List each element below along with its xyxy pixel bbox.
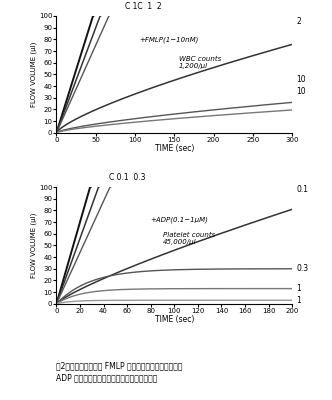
Text: 1: 1 [296, 284, 301, 293]
Text: 2: 2 [296, 17, 301, 26]
Text: C 1C  1  2: C 1C 1 2 [125, 2, 162, 11]
Text: Platelet counts
45,000/µl: Platelet counts 45,000/µl [163, 232, 215, 245]
Text: 0.3: 0.3 [296, 264, 308, 273]
Text: 0.1: 0.1 [296, 185, 308, 194]
Y-axis label: FLOW VOLUME (µl): FLOW VOLUME (µl) [31, 42, 38, 107]
Text: C 0.1  0.3: C 0.1 0.3 [109, 173, 145, 182]
Text: 図2　白血球刺激物質 FMLP および血小板凝集誘発物質
ADP を加えた時の血液試料の流量曲線の変化: 図2 白血球刺激物質 FMLP および血小板凝集誘発物質 ADP を加えた時の血… [56, 361, 183, 382]
Text: +ADP(0.1−1µM): +ADP(0.1−1µM) [151, 216, 208, 223]
Text: 1: 1 [296, 296, 301, 305]
Text: WBC counts
1,200/µl: WBC counts 1,200/µl [179, 56, 221, 69]
Y-axis label: FLOW VOLUME (µl): FLOW VOLUME (µl) [31, 213, 38, 278]
Text: 10: 10 [296, 74, 306, 84]
X-axis label: TIME (sec): TIME (sec) [155, 315, 194, 324]
Text: 10: 10 [296, 87, 306, 96]
Text: +FMLP(1−10nM): +FMLP(1−10nM) [139, 36, 198, 42]
X-axis label: TIME (sec): TIME (sec) [155, 144, 194, 153]
